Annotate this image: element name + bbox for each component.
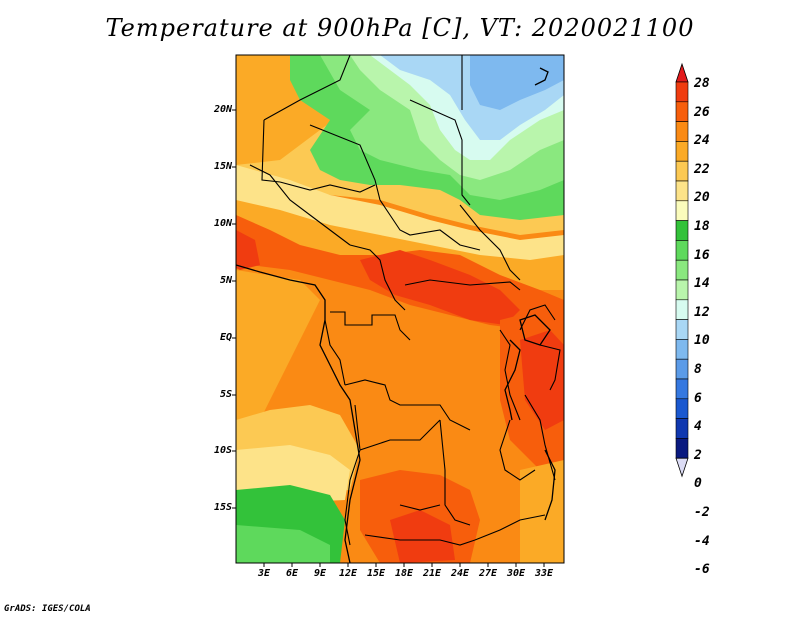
colorbar-segment (675, 240, 689, 261)
colorbar-segment (675, 418, 689, 439)
lon-label-33e: 33E (534, 568, 554, 579)
lon-label-21e: 21E (422, 568, 442, 579)
map-title: Temperature at 900hPa [C], VT: 202002110… (105, 14, 695, 42)
colorbar-segment (675, 160, 689, 182)
colorbar-label: 24 (694, 133, 710, 149)
colorbar-segment (675, 398, 689, 419)
lon-label-9e: 9E (313, 568, 327, 579)
lat-label-eq: EQ (219, 332, 232, 343)
colorbar-segment (675, 438, 689, 459)
colorbar-label: 18 (694, 219, 710, 234)
lon-tick-marks (263, 563, 545, 567)
colorbar-segment (675, 81, 689, 103)
colorbar-label: 0 (694, 476, 702, 492)
colorbar-label: 2 (694, 447, 702, 463)
colorbar-segment (675, 279, 689, 301)
colorbar-segment (675, 259, 689, 281)
colorbar-bottom-arrow (675, 457, 689, 478)
lat-label-15n: 15N (213, 161, 232, 172)
colorbar-segment (675, 220, 689, 241)
colorbar-segment (675, 299, 689, 320)
lat-label-15s: 15S (213, 502, 232, 513)
lat-label-10s: 10S (213, 445, 232, 456)
lon-label-30e: 30E (506, 568, 526, 579)
colorbar-label: 14 (694, 276, 710, 292)
lon-label-3e: 3E (257, 568, 271, 579)
coastlines (236, 67, 556, 563)
colorbar-label: 16 (694, 247, 710, 263)
colorbar-label: 20 (694, 190, 710, 206)
lat-label-5n: 5N (219, 275, 232, 286)
colorbar-label: 28 (694, 76, 710, 91)
lat-label-10n: 10N (213, 218, 232, 229)
colorbar-segment (675, 200, 689, 221)
colorbar-segment (675, 319, 689, 340)
colorbar-segment (675, 141, 689, 162)
lon-label-6e: 6E (285, 568, 299, 579)
colorbar-segment (675, 180, 689, 202)
colorbar-label: 4 (694, 419, 702, 435)
lon-label-24e: 24E (450, 568, 470, 579)
colorbar (675, 62, 689, 478)
colorbar-label: -2 (694, 505, 710, 520)
colorbar-segment (675, 101, 689, 122)
map-frame (235, 54, 565, 564)
colorbar-label: -6 (694, 562, 710, 578)
colorbar-label: 8 (694, 362, 702, 377)
country-borders (249, 55, 561, 546)
grads-credit: GrADS: IGES/COLA (4, 604, 91, 614)
colorbar-label: 10 (694, 333, 710, 349)
lat-tick-marks (232, 109, 236, 509)
lat-label-20n: 20N (213, 104, 232, 115)
colorbar-label: 26 (694, 104, 710, 120)
lon-label-15e: 15E (366, 568, 386, 579)
colorbar-label: 6 (694, 390, 702, 406)
colorbar-segment (675, 121, 689, 142)
lon-label-12e: 12E (338, 568, 358, 579)
colorbar-label: -4 (694, 533, 710, 549)
colorbar-label: 22 (694, 161, 710, 177)
lat-label-5s: 5S (219, 389, 232, 400)
colorbar-segment (675, 378, 689, 400)
temperature-field (236, 55, 564, 563)
colorbar-segment (675, 339, 689, 360)
colorbar-label: 12 (694, 304, 710, 320)
colorbar-top-arrow (675, 62, 689, 83)
lon-label-18e: 18E (394, 568, 414, 579)
colorbar-segment (675, 358, 689, 380)
lon-label-27e: 27E (478, 568, 498, 579)
